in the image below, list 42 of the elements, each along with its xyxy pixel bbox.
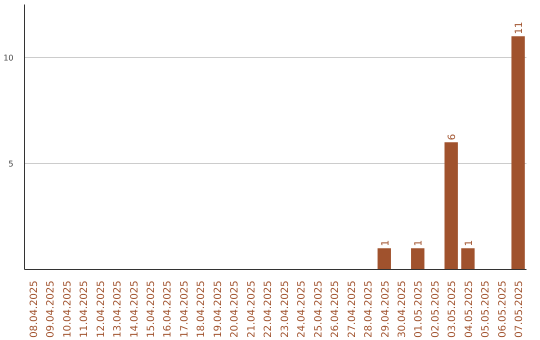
x-tick-label: 17.04.2025 — [179, 280, 190, 338]
x-tick-label: 12.04.2025 — [96, 280, 107, 338]
x-tick-label: 25.04.2025 — [313, 280, 324, 338]
x-tick-label: 09.04.2025 — [46, 280, 57, 338]
bar — [411, 248, 424, 270]
x-tick-label: 05.05.2025 — [480, 280, 492, 338]
x-tick-label: 29.04.2025 — [380, 280, 392, 338]
x-tick-label: 01.05.2025 — [414, 280, 425, 338]
x-tick-label: 07.05.2025 — [514, 280, 526, 338]
x-tick-label: 26.04.2025 — [330, 280, 342, 338]
data-label: 1 — [414, 240, 425, 246]
x-tick-label: 08.04.2025 — [28, 280, 40, 338]
x-tick-label: 02.05.2025 — [430, 280, 442, 338]
x-tick-label: 19.04.2025 — [212, 280, 224, 338]
x-tick-label: 18.04.2025 — [196, 280, 208, 338]
x-tick-label: 22.04.2025 — [263, 280, 274, 338]
data-label: 6 — [447, 134, 458, 140]
data-label: 11 — [514, 22, 526, 34]
data-label: 1 — [380, 240, 392, 246]
x-tick-label: 27.04.2025 — [346, 280, 358, 338]
x-tick-label: 24.04.2025 — [296, 280, 308, 338]
x-tick-label: 06.05.2025 — [497, 280, 508, 338]
bar — [511, 36, 525, 270]
x-tick-label: 16.04.2025 — [162, 280, 174, 338]
x-tick-label: 30.04.2025 — [397, 280, 408, 338]
x-tick-label: 11.04.2025 — [79, 280, 90, 338]
bar — [444, 142, 458, 270]
y-tick-label: 10 — [3, 54, 14, 62]
y-tick-label: 5 — [8, 160, 14, 168]
x-tick-label: 15.04.2025 — [146, 280, 157, 338]
x-tick-label: 03.05.2025 — [447, 280, 458, 338]
x-tick-label: 14.04.2025 — [129, 280, 140, 338]
bar — [461, 248, 475, 270]
x-tick-label: 13.04.2025 — [112, 280, 124, 338]
data-label: 1 — [464, 240, 475, 246]
x-tick-label: 04.05.2025 — [464, 280, 475, 338]
x-tick-label: 28.04.2025 — [364, 280, 375, 338]
x-tick-label: 20.04.2025 — [230, 280, 241, 338]
x-tick-label: 23.04.2025 — [280, 280, 291, 338]
bar — [378, 248, 391, 270]
x-tick-label: 21.04.2025 — [246, 280, 258, 338]
x-tick-label: 10.04.2025 — [62, 280, 74, 338]
